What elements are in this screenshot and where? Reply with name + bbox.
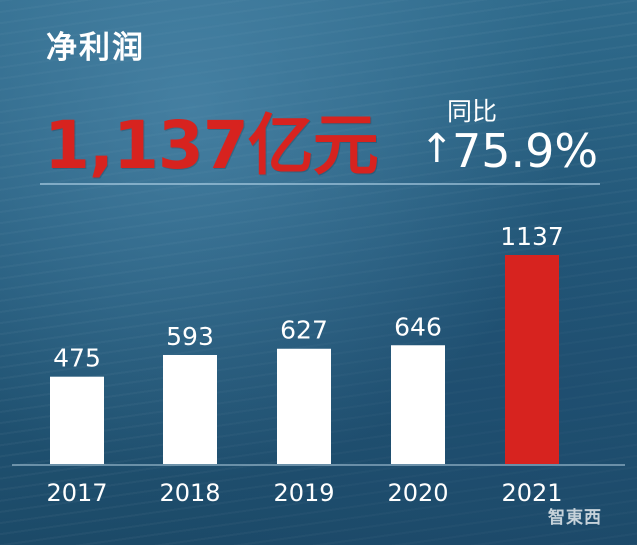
bar-2020 <box>391 345 445 464</box>
x-tick-label-2018: 2018 <box>159 479 220 507</box>
x-tick-label-2019: 2019 <box>273 479 334 507</box>
x-tick-label-2020: 2020 <box>387 479 448 507</box>
bar-2017 <box>50 376 104 464</box>
value-label-2017: 475 <box>53 344 101 373</box>
net-profit-headline: 1,137亿元 <box>44 107 379 184</box>
up-arrow-icon: ↑ <box>420 126 454 172</box>
watermark-logo: 智東西 <box>548 508 602 528</box>
value-label-2019: 627 <box>280 316 328 345</box>
bar-2019 <box>277 348 331 464</box>
x-tick-label-2021: 2021 <box>501 479 562 507</box>
header-divider <box>40 183 600 185</box>
yoy-growth-value: 75.9% <box>452 124 599 178</box>
yoy-label: 同比 <box>447 97 498 126</box>
x-tick-label-2017: 2017 <box>46 479 107 507</box>
page-title: 净利润 <box>46 30 145 66</box>
value-label-2021: 1137 <box>500 222 564 251</box>
value-label-2018: 593 <box>166 322 214 351</box>
value-label-2020: 646 <box>394 312 442 341</box>
bar-2018 <box>163 354 217 464</box>
bar-2021 <box>505 255 559 464</box>
